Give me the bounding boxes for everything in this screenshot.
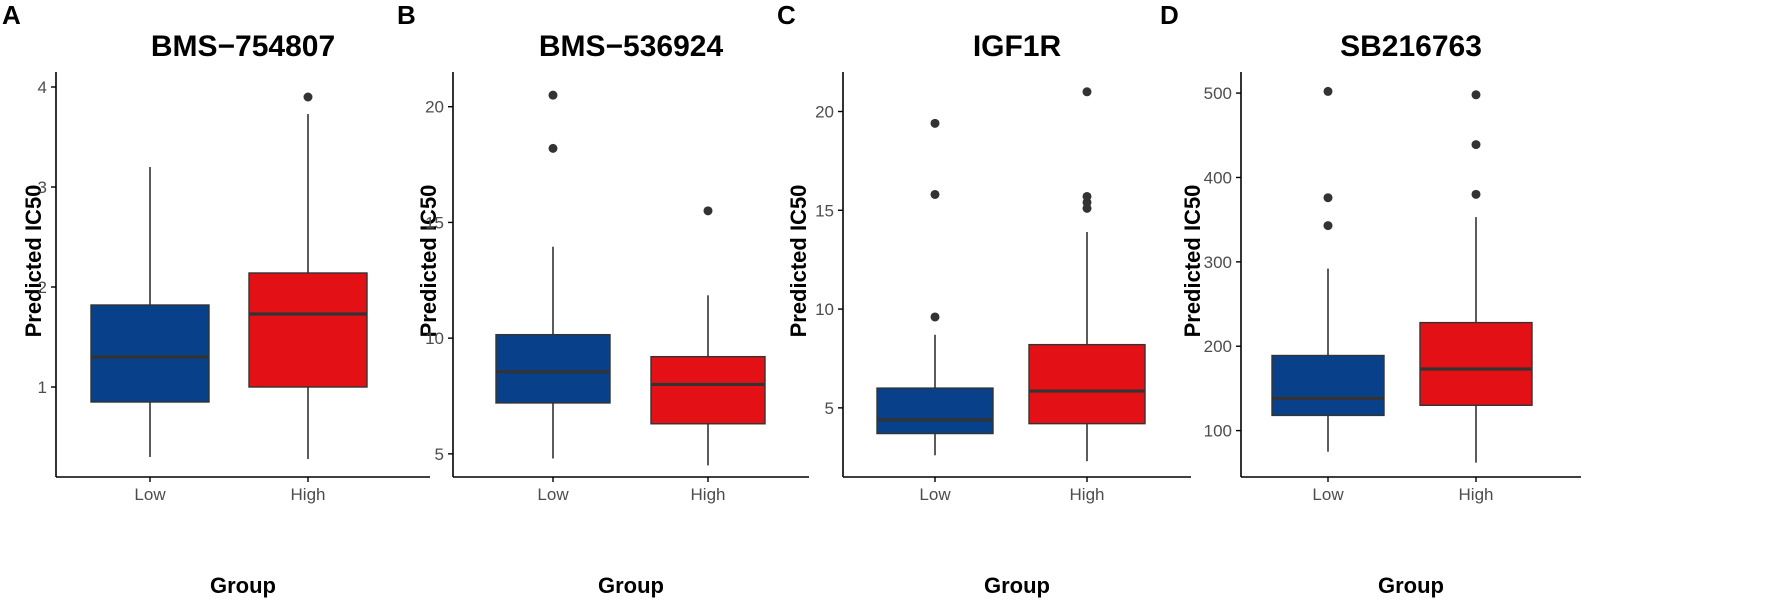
x-tick-label: Low (919, 485, 951, 504)
y-tick-label: 10 (425, 329, 444, 348)
panel-letter: B (397, 0, 416, 30)
y-tick-label: 20 (425, 98, 444, 117)
x-tick-label: Low (1312, 485, 1344, 504)
chart-panel-b: B BMS−536924 Predicted IC50 Group 5 10 15 2… (395, 0, 835, 601)
outlier-point (1471, 140, 1481, 150)
outlier-point (1323, 193, 1333, 203)
y-tick-label: 4 (38, 78, 47, 97)
box-high (248, 272, 368, 388)
panel-letter: A (2, 0, 21, 30)
x-axis-label: Group (210, 573, 276, 598)
box-low (876, 387, 994, 435)
outlier-point (1082, 87, 1092, 97)
box-low (495, 333, 611, 404)
box-high (1028, 343, 1146, 425)
x-tick-label: Low (537, 485, 569, 504)
outlier-point (930, 312, 940, 322)
x-tick-label: High (1070, 485, 1105, 504)
box-low (1271, 354, 1385, 417)
outlier-point (548, 143, 558, 153)
y-tick-label: 5 (825, 399, 834, 418)
x-axis-label: Group (598, 573, 664, 598)
y-tick-label: 3 (38, 178, 47, 197)
y-tick-label: 20 (815, 103, 834, 122)
plot-area: 100 200 300 400 500 Low High (1204, 72, 1581, 504)
y-tick-label: 15 (815, 201, 834, 220)
outlier-point (1082, 191, 1092, 201)
y-tick-label: 2 (38, 278, 47, 297)
chart-title: IGF1R (972, 30, 1062, 63)
x-tick-label: High (1459, 485, 1494, 504)
outlier-point (1471, 90, 1481, 100)
y-tick-label: 500 (1204, 84, 1232, 103)
y-tick-label: 10 (815, 300, 834, 319)
plot-area: 1 2 3 4 Low High (38, 72, 430, 504)
x-axis-label: Group (984, 573, 1050, 598)
x-tick-label: Low (134, 485, 166, 504)
chart-panel-d: D SB216763 Predicted IC50 Group 100 200 30… (1158, 0, 1598, 601)
x-axis-label: Group (1378, 573, 1444, 598)
outlier-point (703, 206, 713, 216)
outlier-point (548, 90, 558, 100)
outlier-point (1323, 221, 1333, 231)
panel-letter: D (1160, 0, 1179, 30)
y-tick-label: 5 (435, 445, 444, 464)
chart-panel-a: A BMS−754807 Predicted IC50 Group 1 2 3 4 Lo… (0, 0, 440, 601)
plot-area: 5 10 15 20 Low High (425, 72, 809, 504)
chart-panel-c: C IGF1R Predicted IC50 Group 5 10 15 20 Low H… (775, 0, 1215, 601)
y-tick-label: 200 (1204, 337, 1232, 356)
y-tick-label: 100 (1204, 422, 1232, 441)
box-high (1419, 321, 1533, 406)
outlier-point (1471, 189, 1481, 199)
y-tick-label: 15 (425, 213, 444, 232)
outlier-point (303, 92, 313, 102)
chart-title: SB216763 (1340, 30, 1482, 63)
box-high (650, 355, 766, 425)
outlier-point (1323, 86, 1333, 96)
y-tick-label: 1 (38, 378, 47, 397)
y-tick-label: 400 (1204, 168, 1232, 187)
y-tick-label: 300 (1204, 253, 1232, 272)
outlier-point (930, 189, 940, 199)
x-tick-label: High (691, 485, 726, 504)
chart-title: BMS−754807 (150, 30, 336, 63)
panel-letter: C (777, 0, 796, 30)
x-tick-label: High (291, 485, 326, 504)
chart-title: BMS−536924 (538, 30, 724, 63)
plot-area: 5 10 15 20 Low High (815, 72, 1191, 504)
outlier-point (930, 118, 940, 128)
box-low (90, 304, 210, 403)
